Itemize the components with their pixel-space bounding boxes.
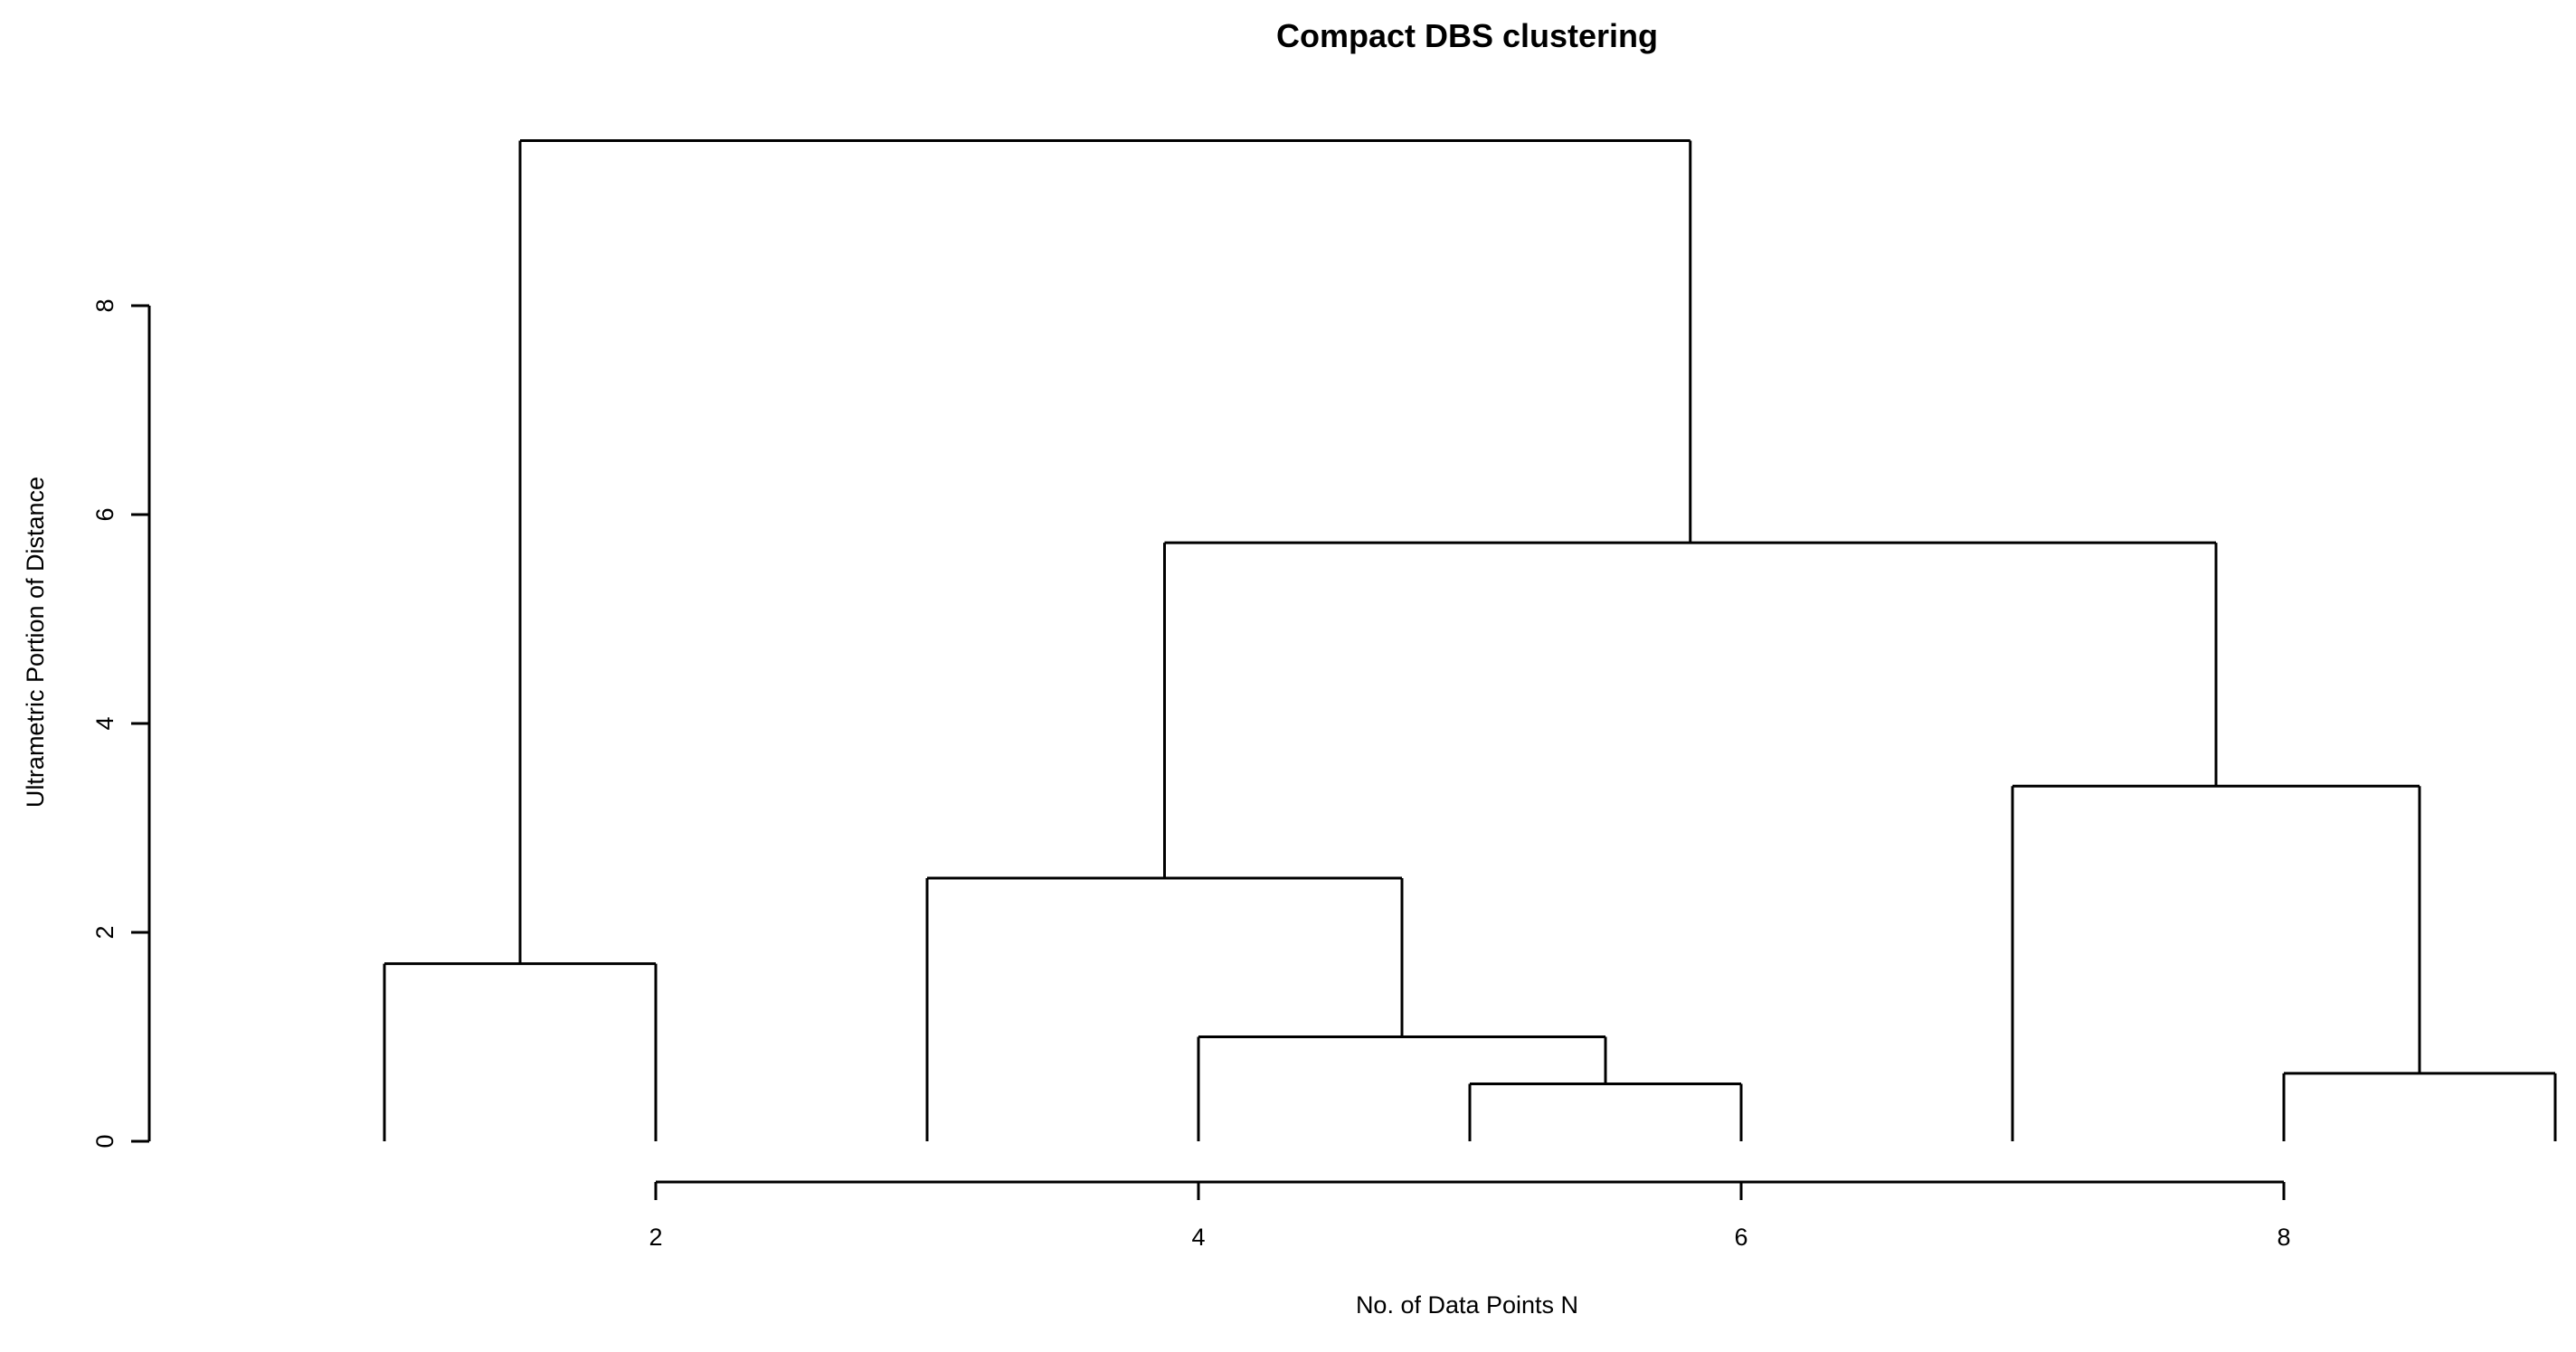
x-tick-label: 6 bbox=[1734, 1224, 1747, 1251]
y-tick-label: 8 bbox=[91, 298, 118, 312]
x-axis-label: No. of Data Points N bbox=[1356, 1291, 1578, 1319]
x-tick-label: 8 bbox=[2277, 1224, 2290, 1251]
y-axis: 0 2 4 6 8 bbox=[91, 298, 151, 1149]
y-tick-label: 0 bbox=[91, 1134, 118, 1148]
x-tick-label: 2 bbox=[649, 1224, 662, 1251]
y-tick-label: 6 bbox=[91, 507, 118, 521]
y-axis-label: Ultrametric Portion of Distance bbox=[22, 477, 49, 808]
y-tick-label: 4 bbox=[91, 716, 118, 730]
x-tick-label: 4 bbox=[1191, 1224, 1205, 1251]
chart-title: Compact DBS clustering bbox=[1276, 17, 1658, 54]
dendrogram-links bbox=[383, 139, 2557, 1141]
y-tick-label: 2 bbox=[91, 925, 118, 939]
x-axis: 2 4 6 8 bbox=[649, 1180, 2291, 1251]
